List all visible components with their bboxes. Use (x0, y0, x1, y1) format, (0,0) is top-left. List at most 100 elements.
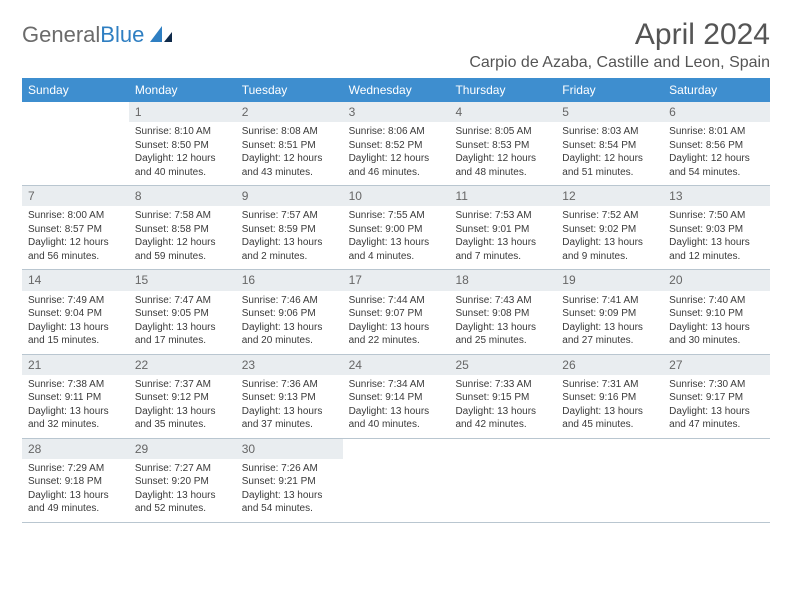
day-number: 15 (129, 270, 236, 290)
day-cell-empty (449, 439, 556, 522)
daylight-line: Daylight: 13 hours and 45 minutes. (562, 405, 657, 432)
daylight-line: Daylight: 12 hours and 46 minutes. (349, 152, 444, 179)
sunrise-line: Sunrise: 8:03 AM (562, 125, 657, 139)
weekday-header: Wednesday (343, 78, 450, 102)
daylight-line: Daylight: 13 hours and 9 minutes. (562, 236, 657, 263)
day-cell: 22Sunrise: 7:37 AMSunset: 9:12 PMDayligh… (129, 355, 236, 438)
sunrise-line: Sunrise: 7:43 AM (455, 294, 550, 308)
brand-logo: GeneralBlue (22, 22, 174, 48)
daylight-line: Daylight: 13 hours and 12 minutes. (669, 236, 764, 263)
daylight-line: Daylight: 12 hours and 40 minutes. (135, 152, 230, 179)
day-number: 30 (236, 439, 343, 459)
day-number: 27 (663, 355, 770, 375)
day-number: 17 (343, 270, 450, 290)
day-cell: 15Sunrise: 7:47 AMSunset: 9:05 PMDayligh… (129, 270, 236, 353)
day-number: 9 (236, 186, 343, 206)
daylight-line: Daylight: 12 hours and 51 minutes. (562, 152, 657, 179)
daylight-line: Daylight: 13 hours and 49 minutes. (28, 489, 123, 516)
day-number: 10 (343, 186, 450, 206)
day-number: 3 (343, 102, 450, 122)
sunrise-line: Sunrise: 7:36 AM (242, 378, 337, 392)
day-number: 28 (22, 439, 129, 459)
location-subtitle: Carpio de Azaba, Castille and Leon, Spai… (469, 54, 770, 72)
sunrise-line: Sunrise: 7:55 AM (349, 209, 444, 223)
sunrise-line: Sunrise: 7:29 AM (28, 462, 123, 476)
day-cell: 18Sunrise: 7:43 AMSunset: 9:08 PMDayligh… (449, 270, 556, 353)
day-cell: 7Sunrise: 8:00 AMSunset: 8:57 PMDaylight… (22, 186, 129, 269)
day-number: 7 (22, 186, 129, 206)
sunrise-line: Sunrise: 7:41 AM (562, 294, 657, 308)
daylight-line: Daylight: 13 hours and 7 minutes. (455, 236, 550, 263)
daylight-line: Daylight: 13 hours and 15 minutes. (28, 321, 123, 348)
sunrise-line: Sunrise: 7:38 AM (28, 378, 123, 392)
day-number: 24 (343, 355, 450, 375)
sunset-line: Sunset: 9:20 PM (135, 475, 230, 489)
day-cell: 28Sunrise: 7:29 AMSunset: 9:18 PMDayligh… (22, 439, 129, 522)
sunset-line: Sunset: 9:17 PM (669, 391, 764, 405)
weekday-header: Tuesday (236, 78, 343, 102)
weekday-header: Saturday (663, 78, 770, 102)
daylight-line: Daylight: 13 hours and 37 minutes. (242, 405, 337, 432)
sunrise-line: Sunrise: 7:53 AM (455, 209, 550, 223)
sunset-line: Sunset: 9:01 PM (455, 223, 550, 237)
brand-part1: General (22, 22, 100, 48)
sunset-line: Sunset: 8:52 PM (349, 139, 444, 153)
day-number: 29 (129, 439, 236, 459)
sunrise-line: Sunrise: 7:58 AM (135, 209, 230, 223)
daylight-line: Daylight: 13 hours and 25 minutes. (455, 321, 550, 348)
day-cell: 8Sunrise: 7:58 AMSunset: 8:58 PMDaylight… (129, 186, 236, 269)
day-cell-empty (556, 439, 663, 522)
daylight-line: Daylight: 13 hours and 20 minutes. (242, 321, 337, 348)
sunrise-line: Sunrise: 7:27 AM (135, 462, 230, 476)
week-row: 21Sunrise: 7:38 AMSunset: 9:11 PMDayligh… (22, 355, 770, 439)
day-cell: 24Sunrise: 7:34 AMSunset: 9:14 PMDayligh… (343, 355, 450, 438)
sunrise-line: Sunrise: 7:40 AM (669, 294, 764, 308)
sunrise-line: Sunrise: 8:00 AM (28, 209, 123, 223)
day-cell-empty (22, 102, 129, 185)
sunrise-line: Sunrise: 7:30 AM (669, 378, 764, 392)
sunrise-line: Sunrise: 7:52 AM (562, 209, 657, 223)
day-number: 22 (129, 355, 236, 375)
month-title: April 2024 (469, 18, 770, 52)
sunset-line: Sunset: 8:51 PM (242, 139, 337, 153)
title-block: April 2024 Carpio de Azaba, Castille and… (469, 18, 770, 72)
day-cell: 16Sunrise: 7:46 AMSunset: 9:06 PMDayligh… (236, 270, 343, 353)
week-row: 14Sunrise: 7:49 AMSunset: 9:04 PMDayligh… (22, 270, 770, 354)
daylight-line: Daylight: 13 hours and 35 minutes. (135, 405, 230, 432)
sunset-line: Sunset: 8:59 PM (242, 223, 337, 237)
daylight-line: Daylight: 12 hours and 56 minutes. (28, 236, 123, 263)
header: GeneralBlue April 2024 Carpio de Azaba, … (22, 18, 770, 72)
sunrise-line: Sunrise: 7:50 AM (669, 209, 764, 223)
sunrise-line: Sunrise: 7:33 AM (455, 378, 550, 392)
daylight-line: Daylight: 13 hours and 47 minutes. (669, 405, 764, 432)
day-number: 25 (449, 355, 556, 375)
day-cell: 9Sunrise: 7:57 AMSunset: 8:59 PMDaylight… (236, 186, 343, 269)
daylight-line: Daylight: 12 hours and 54 minutes. (669, 152, 764, 179)
day-cell: 25Sunrise: 7:33 AMSunset: 9:15 PMDayligh… (449, 355, 556, 438)
sunrise-line: Sunrise: 7:26 AM (242, 462, 337, 476)
daylight-line: Daylight: 13 hours and 54 minutes. (242, 489, 337, 516)
week-row: 1Sunrise: 8:10 AMSunset: 8:50 PMDaylight… (22, 102, 770, 186)
sunrise-line: Sunrise: 8:01 AM (669, 125, 764, 139)
sunset-line: Sunset: 8:50 PM (135, 139, 230, 153)
day-number: 13 (663, 186, 770, 206)
sunset-line: Sunset: 9:00 PM (349, 223, 444, 237)
sunset-line: Sunset: 9:13 PM (242, 391, 337, 405)
sunrise-line: Sunrise: 8:10 AM (135, 125, 230, 139)
day-number: 2 (236, 102, 343, 122)
brand-part2: Blue (100, 22, 144, 48)
day-cell: 19Sunrise: 7:41 AMSunset: 9:09 PMDayligh… (556, 270, 663, 353)
day-number: 16 (236, 270, 343, 290)
week-row: 7Sunrise: 8:00 AMSunset: 8:57 PMDaylight… (22, 186, 770, 270)
daylight-line: Daylight: 13 hours and 4 minutes. (349, 236, 444, 263)
day-cell: 11Sunrise: 7:53 AMSunset: 9:01 PMDayligh… (449, 186, 556, 269)
day-number: 4 (449, 102, 556, 122)
sunset-line: Sunset: 9:05 PM (135, 307, 230, 321)
sunset-line: Sunset: 9:16 PM (562, 391, 657, 405)
weekday-header: Thursday (449, 78, 556, 102)
day-number: 8 (129, 186, 236, 206)
sunset-line: Sunset: 9:06 PM (242, 307, 337, 321)
daylight-line: Daylight: 13 hours and 30 minutes. (669, 321, 764, 348)
sunset-line: Sunset: 9:15 PM (455, 391, 550, 405)
daylight-line: Daylight: 13 hours and 40 minutes. (349, 405, 444, 432)
